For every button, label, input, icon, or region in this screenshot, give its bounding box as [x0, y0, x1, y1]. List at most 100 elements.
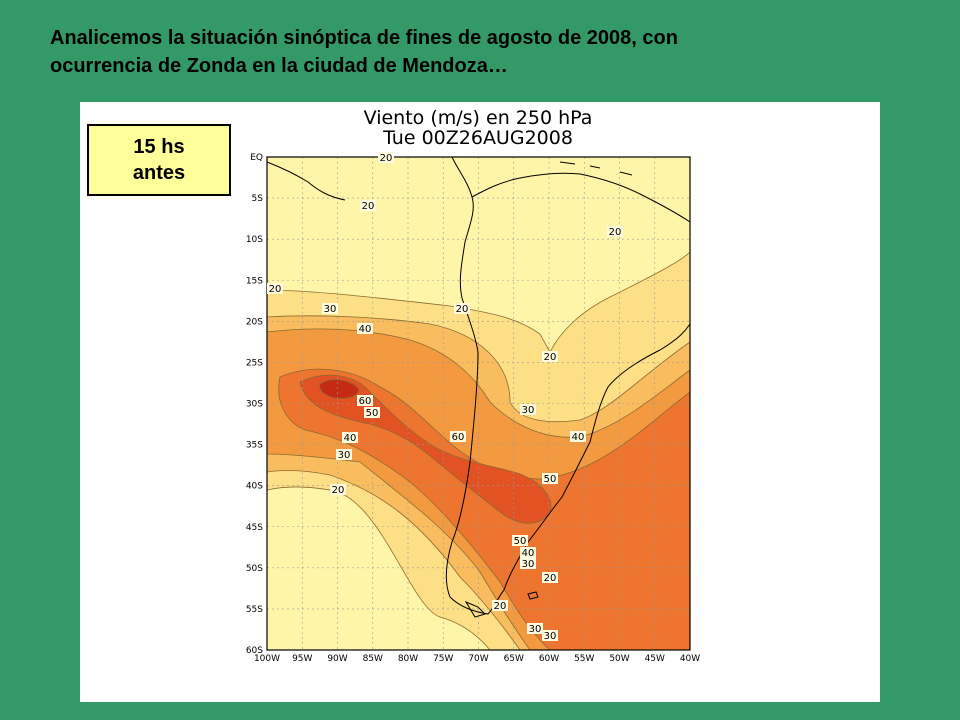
contour-label: 20	[542, 351, 558, 363]
contour-label-text: 60	[452, 432, 465, 443]
contour-label: 30	[322, 303, 338, 315]
wind-map-figure: Viento (m/s) en 250 hPa Tue 00Z26AUG2008…	[80, 102, 880, 702]
contour-label: 30	[527, 623, 543, 635]
contour-label: 20	[330, 484, 346, 496]
lon-tick-label: 100W	[254, 654, 280, 664]
contour-label-text: 40	[522, 548, 535, 559]
time-offset-line-1: 15 hs	[133, 136, 185, 158]
map-grid	[267, 157, 690, 650]
lat-tick-label: 10S	[246, 235, 263, 245]
contour-label-bg	[607, 226, 623, 237]
south-america-coast	[445, 156, 691, 615]
contour-fill-70-core	[319, 379, 360, 399]
contour-label-text: 20	[609, 227, 622, 238]
contour-label: 40	[520, 547, 536, 559]
lon-tick-label: 75W	[433, 654, 453, 664]
contour-label-bg	[357, 323, 373, 334]
contour-label-text: 20	[332, 485, 345, 496]
contour-label: 30	[520, 404, 536, 416]
contour-label-bg	[542, 351, 558, 362]
contour-label-text: 20	[544, 573, 557, 584]
contour-label-text: 30	[522, 559, 535, 570]
lon-tick-label: 80W	[398, 654, 418, 664]
contour-label-bg	[360, 200, 376, 211]
contour-label: 20	[492, 600, 508, 612]
lon-tick-label: 55W	[574, 654, 594, 664]
tierra-del-fuego	[464, 600, 486, 618]
contour-label-bg	[364, 407, 380, 418]
map-title-line-1: Viento (m/s) en 250 hPa	[364, 107, 593, 129]
lon-tick-label: 70W	[468, 654, 488, 664]
contour-label: 20	[267, 283, 283, 295]
contour-label-text: 20	[494, 601, 507, 612]
time-offset-box: 15 hs antes	[87, 124, 231, 196]
lat-tick-label: 55S	[246, 605, 263, 615]
lon-tick-label: 45W	[645, 654, 665, 664]
lat-tick-label: 25S	[246, 358, 263, 368]
lon-tick-label: 65W	[504, 654, 524, 664]
contour-label: 60	[450, 431, 466, 443]
contour-label-bg	[330, 484, 346, 495]
contour-label: 30	[520, 558, 536, 570]
lat-tick-label: 50S	[246, 564, 263, 574]
caribbean-islands	[559, 161, 633, 176]
contour-label: 30	[542, 630, 558, 642]
time-offset-line-2: antes	[132, 162, 186, 184]
contour-label-bg	[450, 431, 466, 442]
falkland-islands	[527, 591, 539, 600]
slide-title-line-1: Analicemos la situación sinóptica de fin…	[50, 27, 678, 49]
longitude-tick-labels: 100W 95W 90W 85W 80W 75W 70W 65W 60W 55W 50W 45W 40W	[254, 654, 700, 664]
contour-label: 50	[364, 407, 380, 419]
lat-tick-label: 30S	[246, 400, 263, 410]
lat-tick-label: EQ	[250, 153, 263, 163]
contour-label-text: 30	[544, 631, 557, 642]
lat-tick-label: 35S	[246, 441, 263, 451]
lon-tick-label: 40W	[680, 654, 700, 664]
wind-map-svg: Viento (m/s) en 250 hPa Tue 00Z26AUG2008…	[246, 107, 700, 664]
contour-label-bg	[267, 283, 283, 294]
contour-label-bg	[542, 572, 558, 583]
contour-label-text: 20	[456, 304, 469, 315]
contour-label-text: 50	[514, 536, 527, 547]
contour-label-bg	[512, 535, 528, 546]
lat-tick-label: 15S	[246, 276, 263, 286]
contour-label-bg	[570, 431, 586, 442]
contour-label: 20	[454, 303, 470, 315]
contour-label-bg	[492, 600, 508, 611]
contour-label-text: 50	[366, 408, 379, 419]
coastlines	[266, 156, 691, 618]
contour-label: 20	[360, 200, 376, 212]
contour-label-text: 40	[344, 433, 357, 444]
lon-tick-label: 90W	[327, 654, 347, 664]
contour-label-bg	[378, 152, 394, 163]
lon-tick-label: 85W	[363, 654, 383, 664]
contour-label-text: 30	[529, 624, 542, 635]
contour-label-bg	[520, 404, 536, 415]
contour-label-text: 40	[359, 324, 372, 335]
contour-label: 50	[542, 473, 558, 485]
contour-label-bg	[520, 547, 536, 558]
contour-label: 20	[607, 226, 623, 238]
lat-tick-label: 45S	[246, 523, 263, 533]
slide-title: Analicemos la situación sinóptica de fin…	[50, 24, 930, 80]
contour-label: 20	[542, 572, 558, 584]
contour-label-bg	[520, 558, 536, 569]
south-america-north-coast	[471, 172, 691, 223]
contour-label-bg	[454, 303, 470, 314]
contour-label-bg	[336, 449, 352, 460]
lat-tick-label: 40S	[246, 482, 263, 492]
contour-label-text: 20	[544, 352, 557, 363]
contour-label-text: 40	[572, 432, 585, 443]
map-title-line-2: Tue 00Z26AUG2008	[382, 127, 573, 149]
lon-tick-label: 60W	[539, 654, 559, 664]
contour-label: 40	[357, 323, 373, 335]
lat-tick-label: 5S	[252, 194, 264, 204]
contour-label: 50	[512, 535, 528, 547]
contour-label: 20	[378, 152, 394, 164]
lon-tick-label: 95W	[292, 654, 312, 664]
contour-label: 60	[357, 395, 373, 407]
lat-tick-label: 20S	[246, 317, 263, 327]
contour-label-bg	[357, 395, 373, 406]
contour-label: 40	[342, 432, 358, 444]
contour-label-text: 20	[269, 284, 282, 295]
